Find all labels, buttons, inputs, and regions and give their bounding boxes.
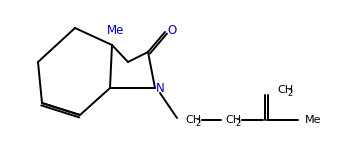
Text: 2: 2: [235, 118, 241, 128]
Text: CH: CH: [185, 115, 201, 125]
Text: 2: 2: [287, 88, 293, 98]
Text: O: O: [167, 24, 177, 37]
Text: N: N: [156, 82, 164, 96]
Text: Me: Me: [305, 115, 322, 125]
Text: CH: CH: [277, 85, 293, 95]
Text: CH: CH: [225, 115, 241, 125]
Text: 2: 2: [195, 118, 201, 128]
Text: Me: Me: [107, 24, 125, 37]
